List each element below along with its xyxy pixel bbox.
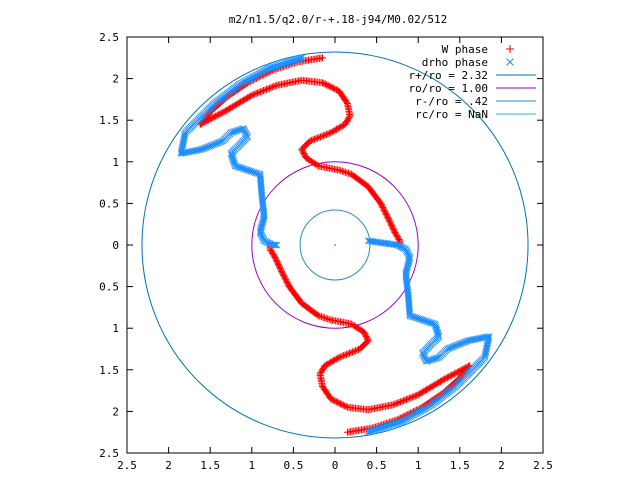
reference-circles [141,51,529,439]
legend-label: r-/ro = .42 [415,95,488,108]
data-series [177,54,493,436]
x-tick-label: 2.5 [117,459,137,472]
x-axis: 2.5 2 1.5 1 0.5 0 0.5 1 1.5 2 2.5 [117,37,553,472]
y-tick-label: 1 [112,322,119,335]
x-tick-label: 2 [165,459,172,472]
series-arm [364,237,493,436]
origin-marker [334,244,336,246]
legend-label: W phase [442,43,488,56]
x-tick-label: 1 [415,459,422,472]
legend-swatch [506,45,514,53]
reference-circle [141,51,529,439]
legend-label: rc/ro = NaN [415,108,488,121]
chart-title: m2/n1.5/q2.0/r-+.18-j94/M0.02/512 [229,13,448,26]
y-tick-label: 1.5 [99,114,119,127]
series-arm [266,239,474,436]
y-tick-label: 0.5 [99,197,119,210]
y-tick-label: 0.5 [99,281,119,294]
series-arm [177,54,306,249]
y-tick-label: 2 [112,73,119,86]
x-tick-label: 2 [498,459,505,472]
legend-label: ro/ro = 1.00 [409,82,488,95]
drho-phase-series [177,54,493,436]
legend-label: r+/ro = 2.32 [409,69,488,82]
y-tick-label: 0 [112,239,119,252]
y-tick-label: 1 [112,156,119,169]
reference-circle [299,209,371,281]
y-tick-label: 1.5 [99,364,119,377]
x-tick-label: 0.5 [283,459,303,472]
y-tick-label: 2.5 [99,31,119,44]
series-arm [196,54,404,251]
x-tick-label: 1.5 [200,459,220,472]
x-tick-label: 1 [248,459,255,472]
legend-label: drho phase [422,56,488,69]
y-tick-label: 2 [112,405,119,418]
x-tick-label: 0 [332,459,339,472]
x-tick-label: 1.5 [450,459,470,472]
reference-circle [251,161,419,329]
x-tick-label: 0.5 [367,459,387,472]
legend-swatch [506,58,514,66]
y-axis: 2.5 2 1.5 1 0.5 0 0.5 1 1.5 2 2.5 [99,31,543,460]
x-tick-label: 2.5 [533,459,553,472]
y-tick-label: 2.5 [99,447,119,460]
